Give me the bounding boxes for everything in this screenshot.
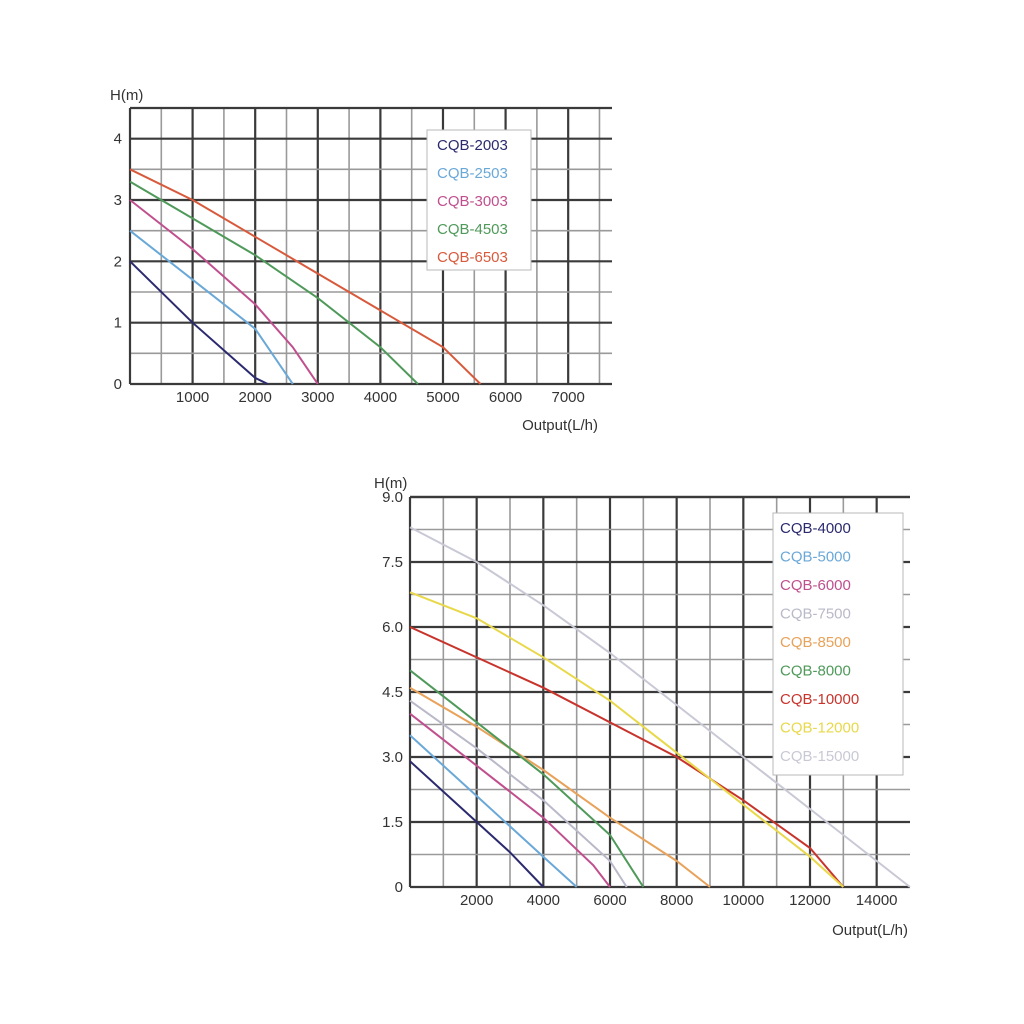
series-line-cqb-2003 (129, 260, 269, 385)
legend-box (772, 512, 904, 776)
series-line-cqb-8000 (409, 669, 645, 888)
x-tick-label: 7000 (551, 389, 584, 406)
y-tick-label: 7.5 (382, 554, 403, 571)
y-axis-title: H(m) (110, 87, 143, 104)
x-tick-label: 1000 (176, 389, 209, 406)
y-tick-label: 3 (114, 192, 122, 209)
legend-entry: CQB-5000 (780, 549, 851, 566)
legend-entry: CQB-2503 (437, 165, 508, 182)
legend-entry: CQB-6000 (780, 577, 851, 594)
legend-entry: CQB-10000 (780, 691, 859, 708)
legend-entry: CQB-4000 (780, 520, 851, 537)
y-axis-title: H(m) (374, 475, 407, 492)
x-tick-label: 12000 (789, 892, 831, 909)
x-tick-label: 4000 (364, 389, 397, 406)
y-tick-label: 3.0 (382, 749, 403, 766)
x-tick-label: 14000 (856, 892, 898, 909)
x-tick-label: 5000 (426, 389, 459, 406)
legend-entry: CQB-4503 (437, 221, 508, 238)
y-tick-label: 0 (114, 376, 122, 393)
legend-entry: CQB-7500 (780, 606, 851, 623)
legend-box (426, 129, 532, 271)
series-line-cqb-6000 (409, 712, 611, 888)
x-axis-title: Output(L/h) (522, 417, 598, 434)
x-tick-label: 10000 (722, 892, 764, 909)
y-tick-label: 4.5 (382, 684, 403, 701)
series-line-cqb-8500 (409, 686, 711, 888)
y-tick-label: 1.5 (382, 814, 403, 831)
legend-entry: CQB-8500 (780, 634, 851, 651)
chart-2-legend: CQB-4000 CQB-5000 CQB-6000 CQB-7500 CQB-8500… (772, 512, 904, 776)
legend-entry: CQB-15000 (780, 748, 859, 765)
x-tick-label: 4000 (527, 892, 560, 909)
chart-2-curves (409, 526, 911, 888)
legend-entry: CQB-8000 (780, 663, 851, 680)
y-tick-label: 4 (114, 131, 122, 148)
x-tick-label: 6000 (593, 892, 626, 909)
chart-1-curves (129, 168, 482, 385)
chart-1-legend: CQB-2003 CQB-2503 CQB-3003 CQB-4503 CQB-6503 (426, 129, 532, 271)
y-tick-label: 6.0 (382, 619, 403, 636)
chart-2: 0 1.5 3.0 4.5 6.0 7.5 9.0 2000 4000 6000 8000 10000… (374, 475, 911, 939)
chart-1: 0 1 2 3 4 1000 2000 3000 4000 5000 6000 7000 H(m) Out… (110, 87, 612, 434)
series-line-cqb-5000 (409, 734, 578, 888)
series-line-cqb-3003 (129, 199, 319, 385)
x-tick-label: 8000 (660, 892, 693, 909)
legend-entry: CQB-3003 (437, 193, 508, 210)
series-line-cqb-15000 (409, 526, 911, 888)
series-line-cqb-7500 (409, 699, 628, 888)
x-tick-label: 2000 (239, 389, 272, 406)
legend-entry: CQB-12000 (780, 720, 859, 737)
series-line-cqb-2503 (129, 229, 294, 385)
y-tick-label: 2 (114, 253, 122, 270)
x-tick-label: 6000 (489, 389, 522, 406)
legend-entry: CQB-2003 (437, 137, 508, 154)
x-tick-label: 3000 (301, 389, 334, 406)
legend-entry: CQB-6503 (437, 249, 508, 266)
y-tick-label: 0 (395, 879, 403, 896)
series-line-cqb-6503 (129, 168, 482, 385)
chart-1-grid (128, 106, 612, 386)
y-tick-label: 1 (114, 315, 122, 332)
x-tick-label: 2000 (460, 892, 493, 909)
series-line-cqb-12000 (409, 591, 844, 888)
series-line-cqb-4000 (409, 760, 545, 888)
y-tick-label: 9.0 (382, 489, 403, 506)
series-line-cqb-4503 (129, 180, 419, 385)
x-axis-title: Output(L/h) (832, 922, 908, 939)
